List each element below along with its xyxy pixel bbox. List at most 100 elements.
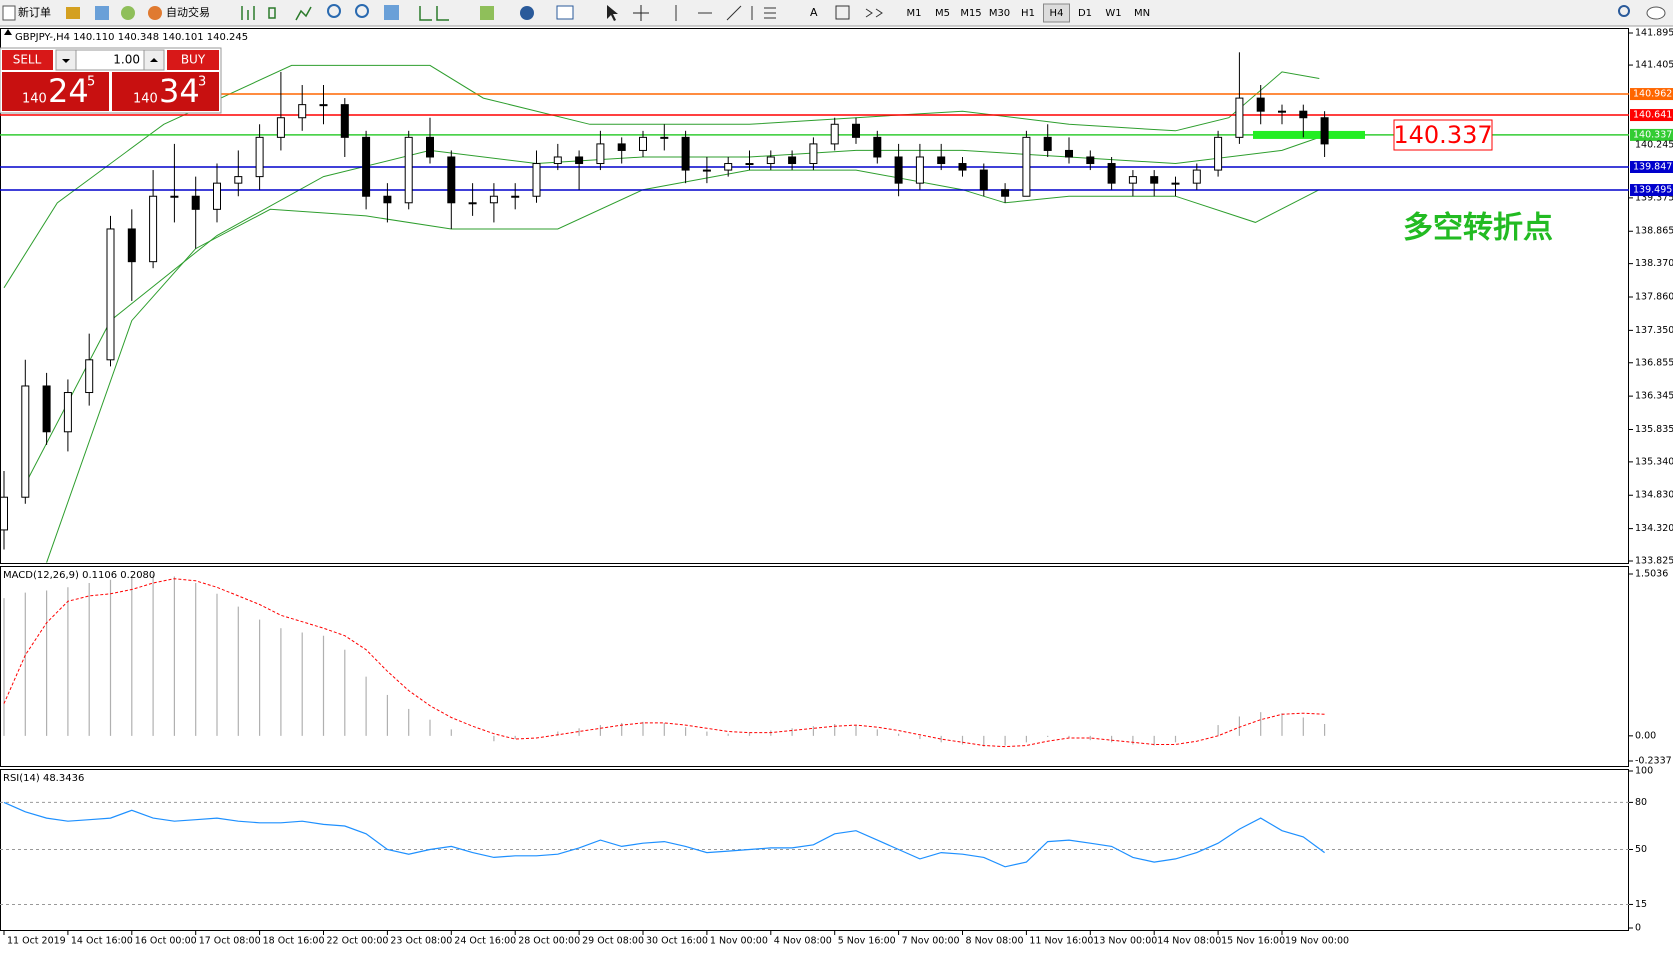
arrows-tool[interactable] — [865, 8, 883, 18]
candle-body — [0, 496, 8, 531]
level-label-bg — [1630, 109, 1673, 122]
x-tick-label: 5 Nov 16:00 — [838, 936, 896, 947]
y-tick-label: 134.320 — [1635, 523, 1673, 534]
candle-body — [42, 385, 51, 433]
bar-chart-icon[interactable] — [241, 6, 255, 20]
x-tick-label: 19 Nov 00:00 — [1285, 936, 1349, 947]
cursor-icon[interactable] — [607, 5, 618, 21]
draw-tools[interactable] — [675, 5, 776, 21]
chat-icon[interactable] — [1646, 6, 1666, 20]
timeframe-button[interactable]: D1 — [1078, 8, 1092, 19]
sell-button[interactable] — [2, 50, 53, 70]
auto-trading-icon[interactable] — [148, 6, 162, 20]
text-tool[interactable]: A — [810, 6, 818, 19]
level-label: 140.641 — [1633, 110, 1672, 121]
templates-icon[interactable] — [556, 5, 574, 20]
timeframe-button[interactable]: H1 — [1021, 8, 1035, 19]
y-tick-label: 134.830 — [1635, 490, 1673, 501]
candle-body — [234, 176, 243, 184]
candle-body — [149, 195, 158, 263]
tile-icon[interactable] — [384, 5, 399, 20]
main-chart: 141.895 141.405 139.375 138.865 138.370 137.8… — [0, 28, 1673, 947]
candle-body — [553, 156, 562, 165]
periods-icon[interactable] — [520, 6, 534, 20]
line-chart-icon[interactable] — [295, 6, 312, 21]
x-tick-label: 4 Nov 08:00 — [774, 936, 832, 947]
level-label-bg — [1630, 184, 1673, 197]
candle-body — [596, 143, 605, 165]
rsi-chart: 100 80 50 15 0 — [0, 766, 1653, 934]
candle-body — [788, 156, 797, 165]
candle-body — [809, 143, 818, 165]
x-tick-label: 14 Oct 16:00 — [71, 936, 133, 947]
x-tick-label: 1 Nov 00:00 — [710, 936, 768, 947]
icon[interactable] — [95, 6, 109, 20]
timeframe-button[interactable]: M15 — [960, 8, 981, 19]
candle-body — [170, 195, 179, 198]
label-tool[interactable] — [835, 5, 850, 20]
candle-body — [660, 136, 669, 139]
x-tick-label: 13 Nov 00:00 — [1093, 936, 1157, 947]
sell-price-box[interactable] — [2, 72, 109, 111]
zoom-out-icon[interactable] — [355, 4, 369, 18]
crosshair-icon[interactable] — [633, 5, 649, 21]
indicators-icon[interactable] — [480, 6, 494, 20]
timeframe-button[interactable]: M30 — [989, 8, 1010, 19]
y-tick-label: 1.5036 — [1635, 569, 1668, 580]
candle-body — [319, 104, 328, 107]
x-tick-label: 22 Oct 00:00 — [327, 936, 389, 947]
candle-body — [404, 136, 413, 204]
timeframe-button[interactable]: H4 — [1050, 8, 1064, 19]
search-icon[interactable] — [1618, 5, 1630, 17]
candle-body — [766, 156, 775, 165]
buy-label[interactable]: BUY — [181, 53, 206, 67]
icon[interactable] — [66, 7, 80, 19]
y-tick-label: 0.00 — [1635, 730, 1656, 741]
icon[interactable] — [121, 6, 135, 20]
level-label-bg — [1630, 88, 1673, 101]
candle-body — [1235, 97, 1244, 138]
candle-body — [873, 136, 882, 158]
bollinger-band — [46, 169, 1320, 563]
timeframe-active[interactable] — [1043, 3, 1070, 23]
buy-price-main: 34 — [159, 72, 200, 110]
candle-body — [362, 136, 371, 197]
lot-value[interactable]: 1.00 — [113, 53, 140, 67]
candle-body — [511, 195, 520, 198]
candle-body — [1150, 176, 1159, 184]
main-pane — [0, 28, 1629, 564]
candle-chart-icon[interactable] — [268, 7, 276, 19]
x-tick-label: 28 Oct 00:00 — [518, 936, 580, 947]
new-order-button[interactable]: 新订单 — [18, 5, 51, 19]
auto-trading-button[interactable]: 自动交易 — [166, 5, 210, 19]
level-label: 139.495 — [1633, 185, 1672, 196]
timeframe-button[interactable]: M1 — [907, 8, 922, 19]
candle-body — [1022, 136, 1031, 197]
y-tick-label: 136.855 — [1635, 357, 1673, 368]
candle-body — [1214, 136, 1223, 171]
shift-icons[interactable] — [419, 6, 449, 21]
lot-up-arrow — [150, 58, 158, 62]
sell-label[interactable]: SELL — [13, 53, 42, 67]
candle-body — [1107, 163, 1116, 184]
timeframe-button[interactable]: MN — [1134, 8, 1150, 19]
candle-body — [127, 228, 136, 263]
zoom-in-icon[interactable] — [327, 4, 341, 18]
level-label: 140.337 — [1633, 129, 1672, 140]
annotation-price: 140.337 — [1393, 121, 1492, 149]
candle-body — [447, 156, 456, 204]
candle-body — [894, 156, 903, 184]
buy-price-box[interactable] — [112, 72, 219, 111]
rsi-line — [3, 801, 1325, 868]
y-tick-label: 137.860 — [1635, 292, 1673, 303]
candle-body — [724, 163, 733, 171]
candle-body — [702, 169, 711, 172]
annotation-text: 多空转折点 — [1403, 211, 1553, 246]
new-order-icon[interactable] — [2, 5, 16, 21]
timeframe-button[interactable]: W1 — [1105, 8, 1121, 19]
buy-button[interactable] — [167, 50, 219, 70]
candle-body — [1128, 176, 1137, 184]
candle-body — [340, 104, 349, 138]
timeframe-button[interactable]: M5 — [935, 8, 950, 19]
sell-price-tail: 5 — [87, 75, 95, 90]
